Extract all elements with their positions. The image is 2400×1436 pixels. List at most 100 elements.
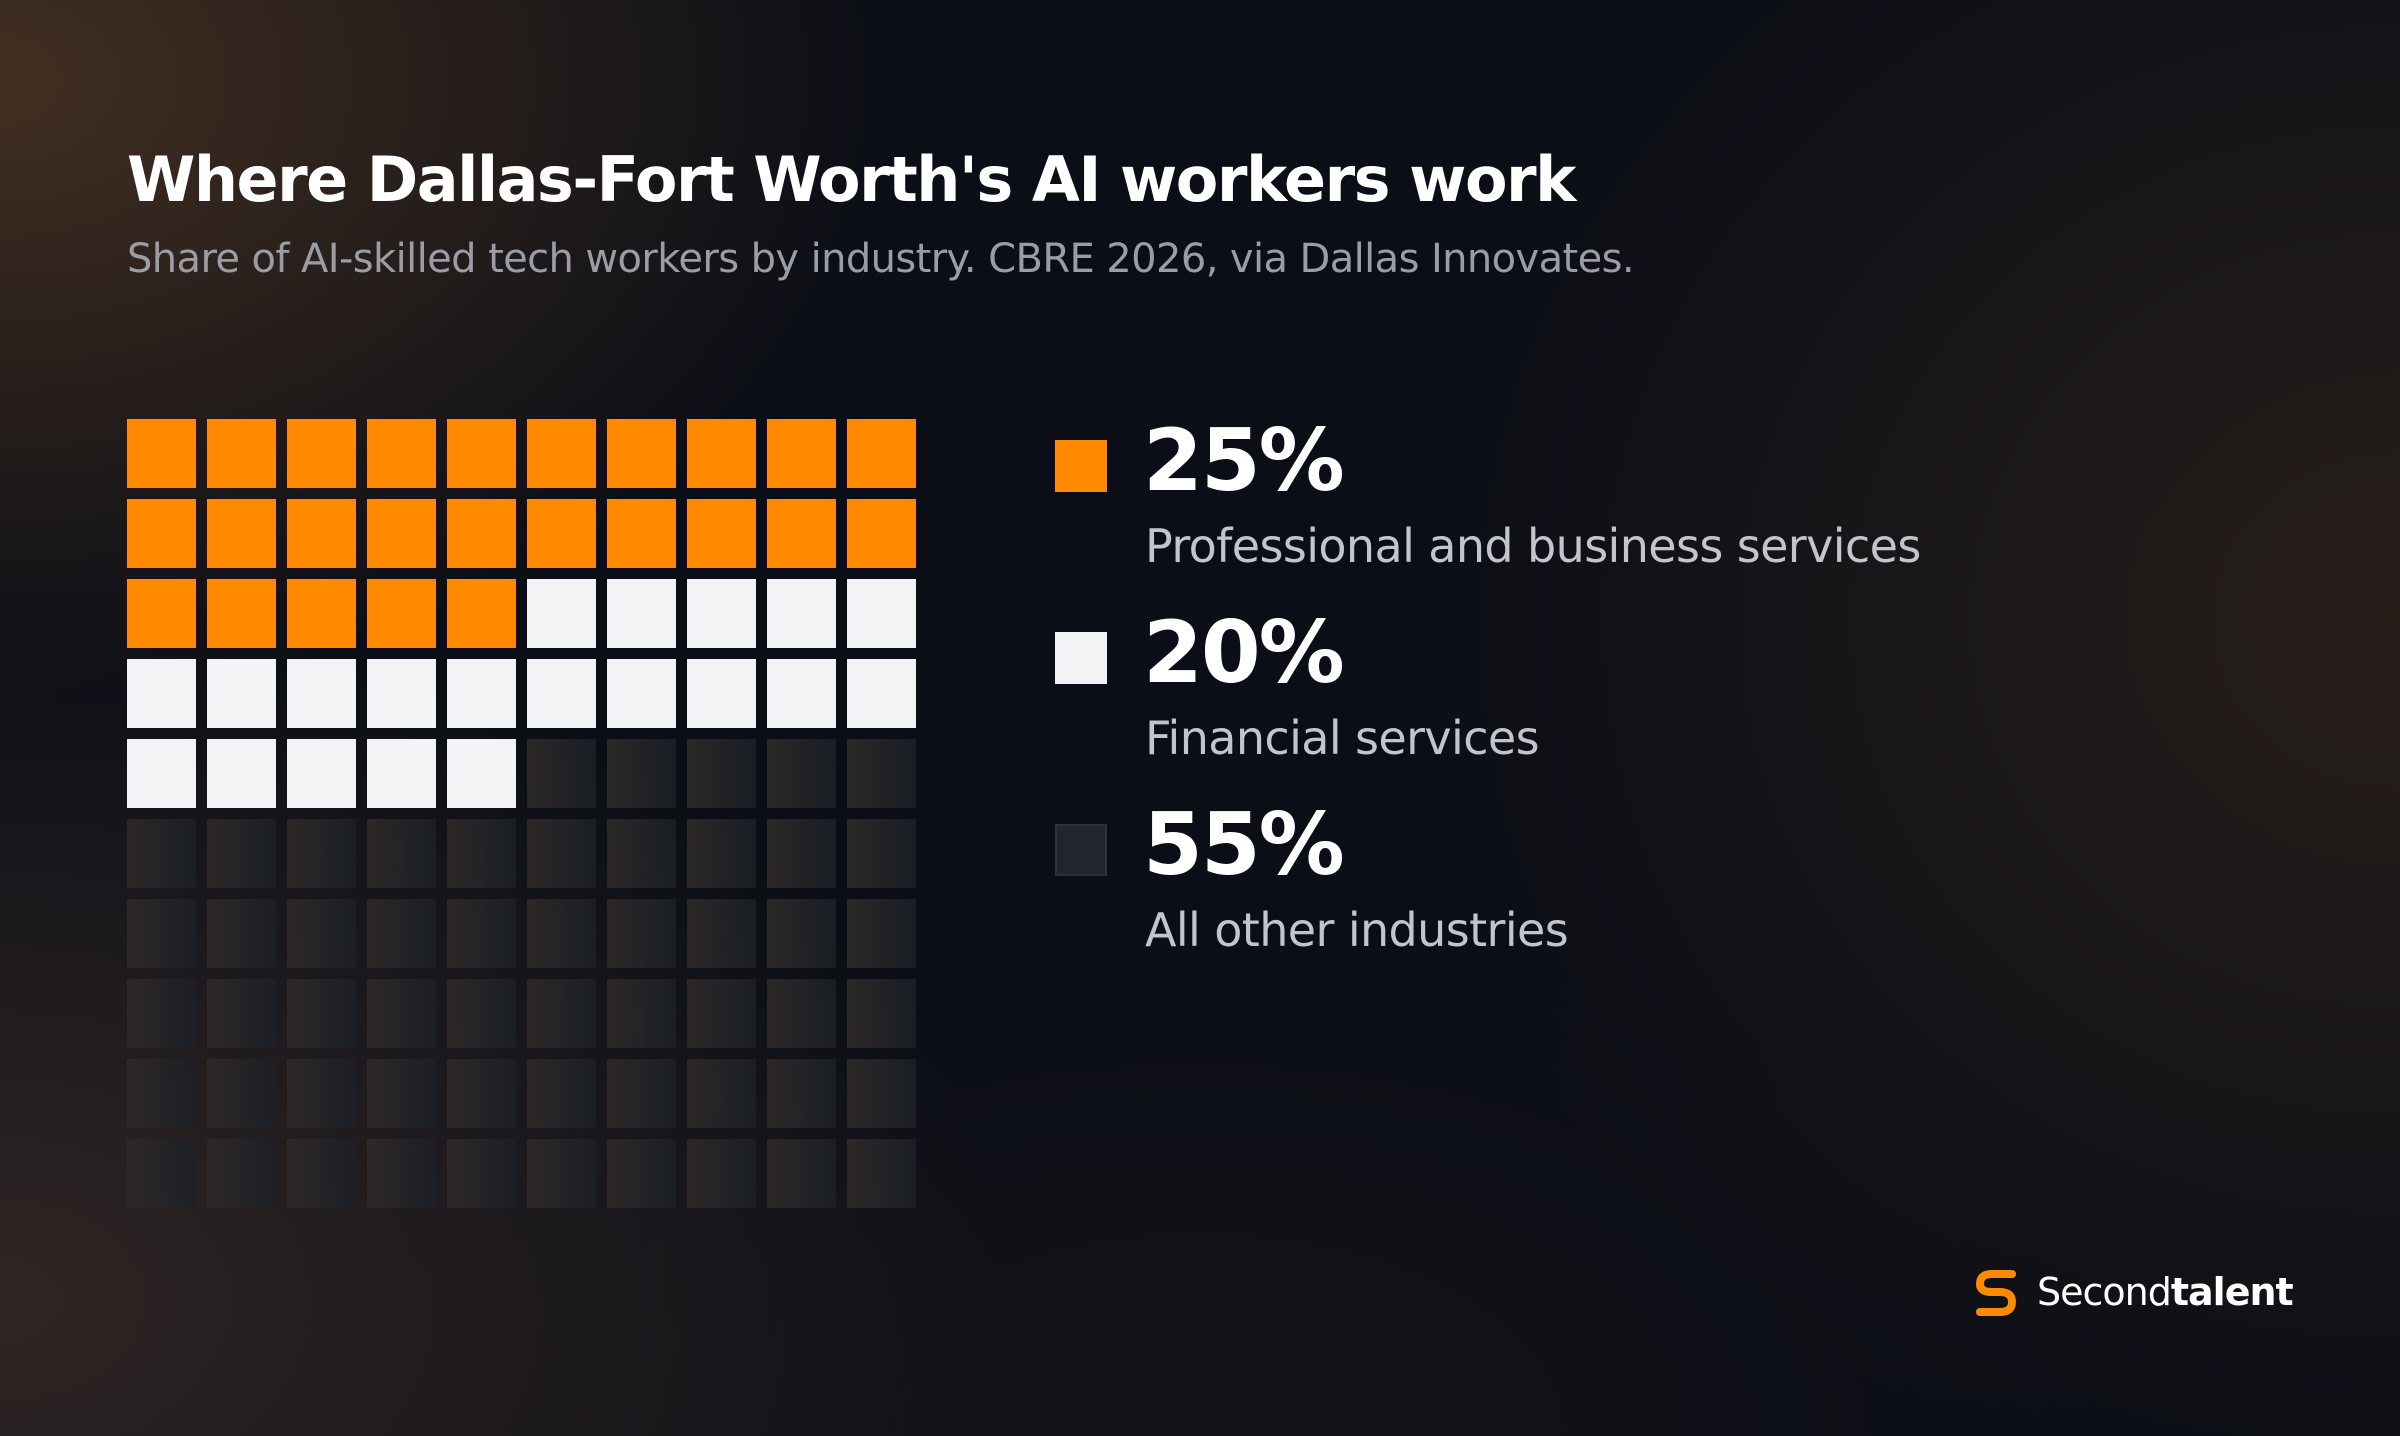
waffle-cell-other — [207, 1139, 276, 1208]
waffle-cell-other — [687, 739, 756, 808]
waffle-cell-professional — [287, 499, 356, 568]
waffle-cell-other — [847, 979, 916, 1048]
waffle-cell-other — [447, 1139, 516, 1208]
waffle-cell-other — [287, 979, 356, 1048]
waffle-cell-other — [847, 1139, 916, 1208]
waffle-cell-professional — [847, 499, 916, 568]
waffle-cell-other — [687, 979, 756, 1048]
waffle-cell-financial — [767, 659, 836, 728]
waffle-cell-professional — [287, 419, 356, 488]
waffle-cell-other — [767, 739, 836, 808]
waffle-cell-professional — [367, 499, 436, 568]
waffle-cell-financial — [367, 659, 436, 728]
waffle-cell-other — [767, 819, 836, 888]
waffle-cell-other — [127, 899, 196, 968]
waffle-cell-other — [527, 979, 596, 1048]
waffle-cell-professional — [767, 419, 836, 488]
waffle-cell-professional — [607, 499, 676, 568]
waffle-cell-professional — [687, 499, 756, 568]
waffle-cell-professional — [207, 499, 276, 568]
waffle-cell-other — [687, 1139, 756, 1208]
waffle-cell-professional — [207, 419, 276, 488]
brand-name: Secondtalent — [2037, 1270, 2294, 1316]
waffle-cell-other — [287, 1139, 356, 1208]
waffle-cell-other — [367, 899, 436, 968]
waffle-cell-financial — [127, 739, 196, 808]
waffle-cell-professional — [367, 579, 436, 648]
waffle-cell-other — [367, 819, 436, 888]
waffle-cell-other — [767, 899, 836, 968]
waffle-cell-other — [447, 979, 516, 1048]
waffle-cell-other — [367, 1059, 436, 1128]
waffle-cell-professional — [607, 419, 676, 488]
legend-swatch-professional — [1055, 440, 1107, 492]
waffle-cell-professional — [127, 419, 196, 488]
brand-name-regular: Second — [2037, 1270, 2172, 1314]
waffle-cell-financial — [607, 659, 676, 728]
waffle-cell-other — [207, 1059, 276, 1128]
legend-value-professional: 25% — [1143, 411, 1345, 511]
waffle-cell-other — [207, 899, 276, 968]
waffle-cell-other — [527, 899, 596, 968]
waffle-cell-other — [207, 819, 276, 888]
waffle-cell-professional — [367, 419, 436, 488]
waffle-cell-other — [607, 899, 676, 968]
waffle-cell-financial — [207, 659, 276, 728]
chart-subtitle: Share of AI-skilled tech workers by indu… — [127, 236, 1635, 282]
waffle-cell-other — [687, 899, 756, 968]
waffle-cell-other — [367, 979, 436, 1048]
waffle-cell-financial — [287, 739, 356, 808]
waffle-cell-other — [687, 819, 756, 888]
waffle-cell-other — [527, 1059, 596, 1128]
waffle-cell-financial — [687, 579, 756, 648]
waffle-cell-other — [127, 979, 196, 1048]
legend-label-other: All other industries — [1145, 903, 1569, 957]
waffle-cell-other — [847, 1059, 916, 1128]
waffle-cell-other — [607, 819, 676, 888]
waffle-cell-other — [847, 899, 916, 968]
brand-name-bold: talent — [2170, 1270, 2294, 1314]
waffle-cell-other — [767, 1059, 836, 1128]
waffle-cell-financial — [687, 659, 756, 728]
waffle-cell-financial — [447, 739, 516, 808]
waffle-cell-other — [847, 739, 916, 808]
waffle-cell-financial — [447, 659, 516, 728]
waffle-cell-professional — [127, 579, 196, 648]
waffle-cell-professional — [207, 579, 276, 648]
waffle-cell-professional — [287, 579, 356, 648]
waffle-chart — [127, 419, 916, 1208]
waffle-cell-financial — [847, 579, 916, 648]
waffle-cell-other — [287, 1059, 356, 1128]
secondtalent-logo-icon — [1976, 1270, 2016, 1316]
waffle-cell-other — [207, 979, 276, 1048]
waffle-cell-financial — [767, 579, 836, 648]
waffle-cell-professional — [447, 419, 516, 488]
waffle-cell-professional — [447, 579, 516, 648]
waffle-cell-professional — [687, 419, 756, 488]
legend-value-financial: 20% — [1143, 603, 1345, 703]
waffle-cell-financial — [527, 659, 596, 728]
waffle-cell-other — [527, 1139, 596, 1208]
waffle-cell-other — [127, 819, 196, 888]
legend-swatch-other — [1055, 824, 1107, 876]
waffle-cell-other — [127, 1059, 196, 1128]
waffle-cell-financial — [607, 579, 676, 648]
waffle-cell-other — [447, 899, 516, 968]
waffle-cell-other — [127, 1139, 196, 1208]
waffle-cell-other — [287, 899, 356, 968]
waffle-cell-professional — [767, 499, 836, 568]
waffle-cell-professional — [847, 419, 916, 488]
legend-label-professional: Professional and business services — [1145, 519, 1921, 573]
waffle-cell-other — [287, 819, 356, 888]
waffle-cell-other — [767, 1139, 836, 1208]
waffle-cell-financial — [847, 659, 916, 728]
waffle-cell-professional — [127, 499, 196, 568]
waffle-cell-professional — [527, 499, 596, 568]
waffle-cell-financial — [207, 739, 276, 808]
waffle-cell-financial — [287, 659, 356, 728]
waffle-cell-other — [607, 1059, 676, 1128]
legend-swatch-financial — [1055, 632, 1107, 684]
waffle-cell-other — [527, 739, 596, 808]
waffle-cell-other — [527, 819, 596, 888]
chart-title: Where Dallas-Fort Worth's AI workers wor… — [127, 143, 1576, 216]
